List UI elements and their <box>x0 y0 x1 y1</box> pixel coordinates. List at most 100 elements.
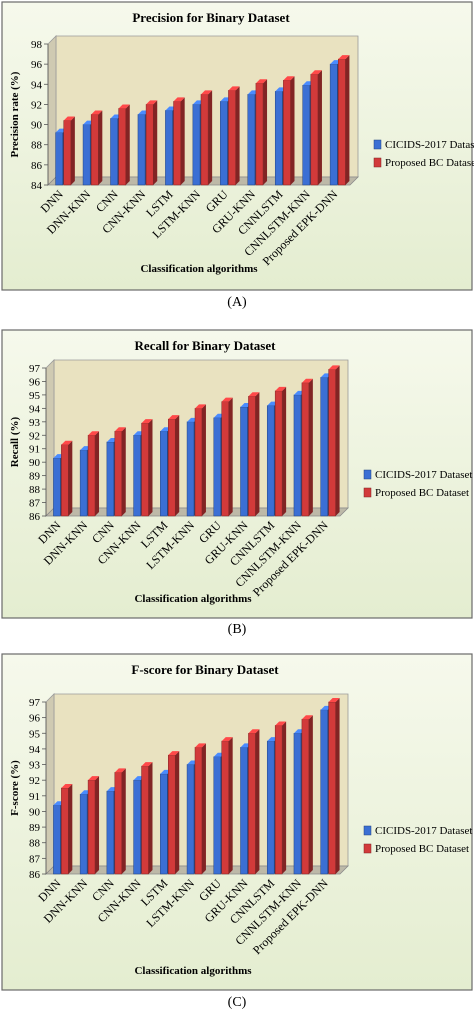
bar-top <box>248 392 260 397</box>
bar-front <box>141 765 149 875</box>
y-tick-label: 97 <box>29 363 41 375</box>
y-tick-label: 86 <box>31 160 43 172</box>
bar-proposed-bc <box>168 415 180 517</box>
bar-side <box>148 419 153 516</box>
y-tick-label: 88 <box>29 484 41 496</box>
bar-front <box>194 408 203 517</box>
bar-top <box>168 415 180 420</box>
bar-side <box>255 392 260 516</box>
bar-proposed-bc <box>255 79 268 186</box>
bar-proposed-bc <box>301 378 313 517</box>
bar-front <box>266 740 275 875</box>
y-tick-label: 86 <box>29 869 41 881</box>
bar-top <box>283 76 295 81</box>
bar-side <box>175 751 180 874</box>
bar-front <box>248 396 256 517</box>
chart-panel-recall: 86 87 88 89 90 91 92 93 94 95 96 97 DNN DNN-KNN CNN CNN… <box>0 328 474 620</box>
bar-side <box>235 86 240 185</box>
bar-proposed-bc <box>194 743 206 875</box>
y-tick-label: 92 <box>29 430 40 442</box>
bar-top <box>248 729 260 734</box>
bar-side <box>175 415 180 516</box>
plot-side-wall <box>47 35 57 186</box>
legend-label: CICIDS-2017 Dataset <box>375 469 472 481</box>
y-tick-label: 96 <box>29 376 41 388</box>
bar-front <box>266 405 275 517</box>
bar-top <box>61 440 73 445</box>
bar-proposed-bc <box>114 768 126 875</box>
bar-proposed-bc <box>228 86 240 186</box>
bar-front <box>310 73 319 186</box>
y-tick-label: 97 <box>29 697 41 709</box>
bar-front <box>87 435 96 517</box>
recall-chart: 868788899091929394959697DNNDNN-KNNCNNCNN… <box>1 329 473 619</box>
bar-side <box>180 97 185 185</box>
bar-front <box>329 63 338 186</box>
bar-front <box>160 773 168 875</box>
y-axis-label: Precision rate (%) <box>9 71 21 157</box>
bar-top <box>61 784 73 788</box>
bar-proposed-bc <box>173 97 185 186</box>
bar-top <box>275 386 287 391</box>
bar-front <box>110 118 118 186</box>
bar-side <box>95 431 100 516</box>
bar-proposed-bc <box>168 751 180 875</box>
bar-side <box>68 440 73 516</box>
bar-front <box>274 390 283 517</box>
bar-proposed-bc <box>301 715 313 875</box>
bar-proposed-bc <box>118 104 130 186</box>
legend-swatch <box>373 157 382 168</box>
bar-top <box>168 751 180 756</box>
bar-front <box>165 110 173 186</box>
bar-front <box>160 430 168 517</box>
plot-side-wall <box>45 693 55 875</box>
bar-top <box>255 79 268 84</box>
y-tick-label: 98 <box>31 39 43 51</box>
bar-front <box>87 779 96 875</box>
bar-front <box>221 401 229 517</box>
bar-front <box>186 764 195 875</box>
bar-front <box>79 794 88 875</box>
bar-side <box>125 104 130 185</box>
bar-front <box>168 754 176 875</box>
bar-top <box>301 378 313 383</box>
bar-proposed-bc <box>310 70 322 186</box>
bar-proposed-bc <box>194 404 206 517</box>
bar-front <box>328 369 336 517</box>
chart-panel-fscore: 86 87 88 89 90 91 92 93 94 95 96 97 DNN DNN-KNN CNN CNN… <box>0 652 474 992</box>
bar-front <box>186 421 195 517</box>
bar-top <box>141 419 153 424</box>
bar-front <box>320 709 328 875</box>
y-tick-label: 89 <box>29 471 41 483</box>
bar-front <box>61 787 69 875</box>
bar-proposed-bc <box>248 392 260 517</box>
legend-label: CICIDS-2017 Dataset <box>375 825 472 837</box>
bar-top <box>195 743 206 748</box>
bar-front <box>274 725 283 875</box>
bar-top <box>195 404 206 409</box>
bar-front <box>173 101 181 186</box>
bar-top <box>328 365 340 370</box>
bar-front <box>200 94 209 186</box>
bar-side <box>255 729 260 874</box>
y-axis-label: F-score (%) <box>9 760 21 816</box>
y-tick-label: 91 <box>29 791 40 803</box>
bar-side <box>201 743 206 874</box>
bar-front <box>328 701 336 875</box>
bar-front <box>228 90 236 186</box>
legend-label: CICIDS-2017 Dataset <box>385 139 474 151</box>
bar-proposed-bc <box>145 100 158 186</box>
bar-side <box>95 776 100 874</box>
caption-c: (C) <box>227 995 247 1010</box>
bar-front <box>240 406 248 517</box>
bar-side <box>308 715 313 874</box>
y-tick-label: 90 <box>29 806 41 818</box>
bar-top <box>118 104 130 109</box>
bar-front <box>145 104 154 186</box>
bar-side <box>201 404 206 516</box>
bar-proposed-bc <box>114 427 126 517</box>
bar-side <box>263 79 268 185</box>
bar-proposed-bc <box>221 397 233 517</box>
bar-top <box>201 90 213 95</box>
y-tick-label: 84 <box>31 180 43 192</box>
